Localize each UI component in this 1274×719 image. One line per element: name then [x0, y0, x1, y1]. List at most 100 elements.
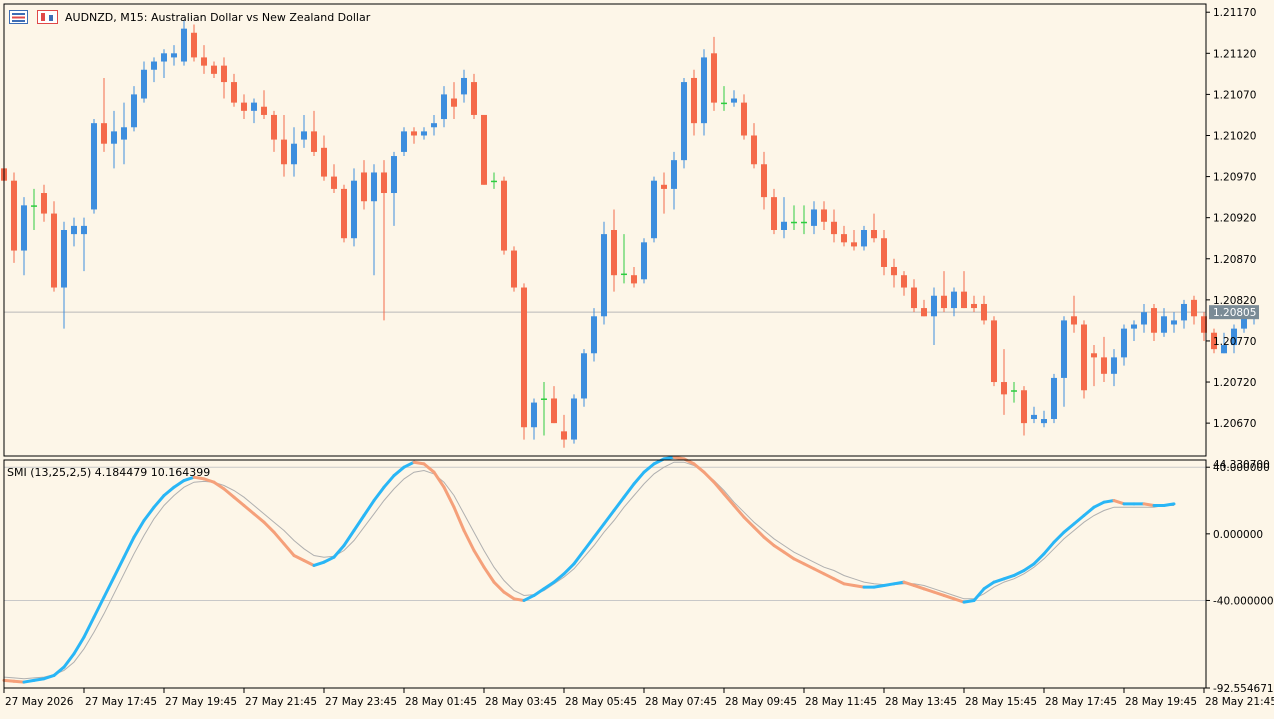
candle-body	[1151, 308, 1157, 333]
smi-main-segment	[852, 583, 866, 589]
smi-main-segment	[272, 530, 286, 546]
smi-main-segment	[1072, 514, 1086, 526]
candle-body	[651, 180, 657, 239]
smi-main-segment	[1102, 499, 1116, 504]
smi-main-segment	[72, 635, 86, 656]
smi-main-segment	[982, 580, 996, 591]
price-tick-label: 1.20720	[1213, 377, 1256, 389]
candle-body	[821, 209, 827, 222]
candle-body	[341, 188, 347, 239]
smi-main-segment	[62, 652, 76, 669]
smi-main-segment	[432, 470, 446, 489]
smi-main-segment	[12, 679, 26, 684]
candle-body	[631, 275, 637, 284]
smi-main-segment	[742, 515, 756, 529]
smi-main-segment	[1012, 568, 1026, 577]
smi-main-segment	[402, 460, 416, 469]
candle-body	[111, 131, 117, 144]
candle-body	[501, 180, 507, 251]
candle-body	[741, 102, 747, 136]
smi-main-segment	[332, 543, 346, 559]
candle-body	[1111, 357, 1117, 374]
smi-main-segment	[812, 567, 826, 576]
candle-body	[481, 114, 487, 185]
price-pane-frame	[3, 3, 1207, 457]
smi-main-segment	[32, 677, 46, 682]
candle-body	[181, 28, 187, 62]
candle-body	[991, 320, 997, 383]
smi-main-segment	[832, 577, 846, 586]
candle-body	[1211, 332, 1217, 350]
candle-body	[1191, 299, 1197, 317]
candle-body	[931, 295, 937, 317]
current-price-badge	[1209, 305, 1259, 320]
smi-main-segment	[192, 475, 206, 481]
candle-body	[51, 213, 57, 288]
smi-main-segment	[182, 475, 196, 483]
candle-body	[961, 291, 967, 309]
smi-main-segment	[252, 512, 266, 524]
smi-main-segment	[872, 583, 886, 589]
candle-body	[161, 53, 167, 62]
smi-main-segment	[382, 474, 396, 489]
smi-main-segment	[422, 462, 436, 474]
candle-body	[701, 57, 707, 124]
smi-main-segment	[842, 582, 856, 587]
smi-main-segment	[1162, 502, 1176, 508]
smi-main-segment	[572, 548, 586, 566]
candle-body	[721, 102, 727, 105]
candle-body	[831, 221, 837, 235]
price-tick-label: 1.20920	[1213, 213, 1256, 225]
indicator-pane-frame	[3, 459, 1207, 689]
smi-main-segment	[1082, 505, 1096, 518]
candle-body	[331, 176, 337, 189]
candle-body	[1081, 324, 1087, 391]
smi-main-segment	[1052, 530, 1066, 544]
candle-body	[251, 102, 257, 111]
time-tick-label: 28 May 21:45	[1205, 696, 1274, 708]
smi-main-segment	[672, 455, 686, 461]
candle-body	[661, 184, 667, 189]
smi-main-segment	[212, 480, 226, 491]
smi-main-segment	[222, 487, 236, 499]
candle-body	[191, 32, 197, 58]
candle-body	[801, 221, 807, 224]
candle-body	[131, 94, 137, 128]
candle-body	[431, 123, 437, 128]
time-tick-label: 27 May 17:45	[85, 696, 157, 708]
smi-main-segment	[42, 673, 56, 681]
smi-main-segment	[522, 593, 536, 602]
candle-body	[881, 238, 887, 267]
candle-body	[871, 230, 877, 239]
candle-body	[291, 143, 297, 165]
chart-type-icon[interactable]	[36, 10, 59, 24]
candle-body	[461, 77, 467, 95]
smi-main-segment	[1142, 502, 1156, 508]
candle-body	[261, 106, 267, 115]
smi-main-segment	[892, 580, 906, 586]
smi-main-segment	[922, 587, 936, 594]
smi-main-segment	[122, 535, 136, 559]
candle-body	[1141, 312, 1147, 325]
time-tick-label: 28 May 11:45	[805, 696, 877, 708]
list-icon[interactable]	[9, 10, 29, 24]
candle-body	[521, 287, 527, 428]
candle-body	[541, 398, 547, 400]
indicator-tick-label: -92.554671	[1213, 683, 1274, 695]
smi-main-segment	[622, 482, 636, 499]
smi-main-segment	[142, 505, 156, 523]
smi-main-segment	[782, 550, 796, 561]
candle-body	[471, 82, 477, 115]
smi-main-segment	[492, 580, 506, 594]
candle-body	[1001, 382, 1007, 395]
smi-main-segment	[52, 665, 66, 677]
smi-main-segment	[1032, 552, 1046, 566]
candle-body	[301, 131, 307, 140]
smi-main-segment	[992, 577, 1006, 584]
smi-main-segment	[132, 519, 146, 539]
smi-main-segment	[1112, 499, 1126, 506]
candle-body	[1041, 419, 1047, 424]
smi-main-segment	[642, 462, 656, 474]
